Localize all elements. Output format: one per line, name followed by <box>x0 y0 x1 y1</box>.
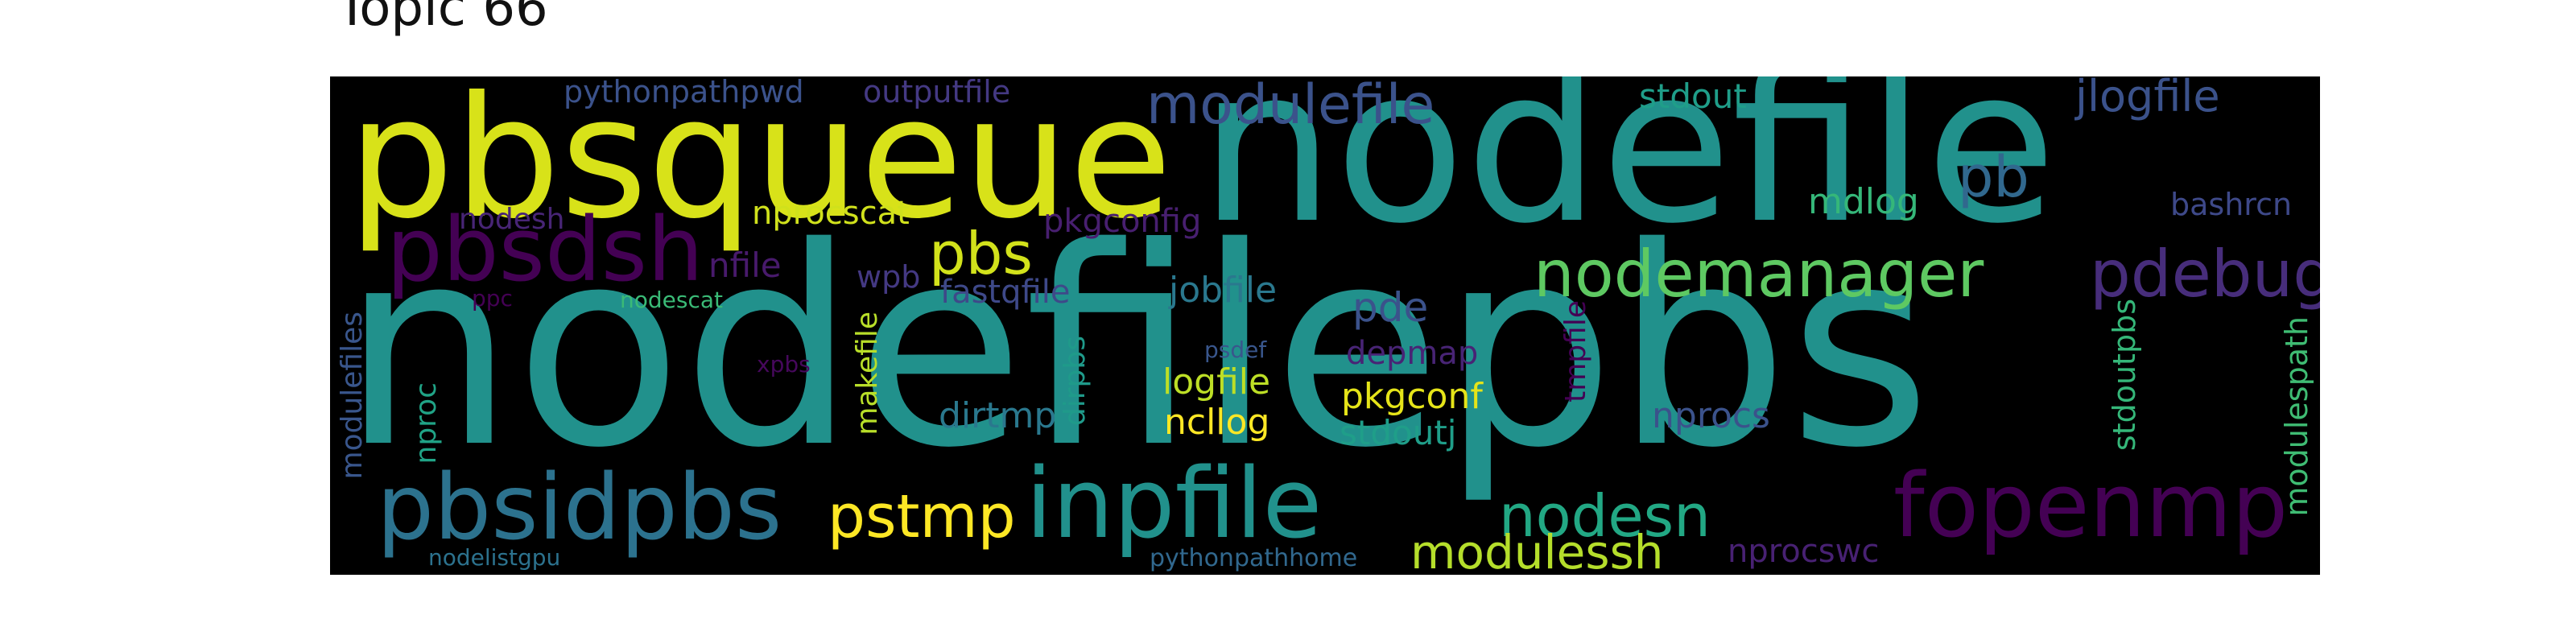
word-ppc: ppc <box>472 285 513 312</box>
word-fopenmp: fopenmp <box>1893 454 2289 557</box>
word-mdlog: mdlog <box>1808 181 1919 222</box>
word-makefile: makefile <box>851 312 884 436</box>
word-modulefile: modulefile <box>1146 76 1435 137</box>
word-nprocscat: nprocscat <box>752 195 910 232</box>
word-nodemanager: nodemanager <box>1534 237 1984 312</box>
word-pb: pb <box>1958 144 2029 210</box>
word-dirpbs: dirpbs <box>1059 336 1092 427</box>
word-nodesh: nodesh <box>459 203 565 236</box>
word-bashrcn: bashrcn <box>2170 187 2293 222</box>
word-pkgconfig: pkgconfig <box>1043 203 1202 240</box>
word-wpb: wpb <box>857 259 921 295</box>
word-pbsqueue: pbsqueue <box>348 76 1173 256</box>
word-pdebug: pdebug <box>2090 237 2320 312</box>
word-nodescat: nodescat <box>620 287 723 313</box>
word-outputfile: outputfile <box>863 76 1011 109</box>
word-ncllog: ncllog <box>1164 402 1270 443</box>
word-pbsidpbs: pbsidpbs <box>377 456 782 560</box>
word-jlogfile: jlogfile <box>2075 76 2220 122</box>
word-pythonpathhome: pythonpathhome <box>1150 544 1358 572</box>
word-logfile: logfile <box>1162 361 1271 402</box>
word-pbs: pbs <box>929 220 1033 287</box>
word-nfile: nfile <box>708 246 782 285</box>
word-nprocs: nprocs <box>1652 395 1770 436</box>
word-pbsdsh: pbsdsh <box>386 198 704 301</box>
word-pythonpathpwd: pythonpathpwd <box>564 76 804 109</box>
word-pde: pde <box>1352 284 1429 331</box>
word-nodefilepbs: nodefilepbs <box>341 189 1932 508</box>
word-nprocswc: nprocswc <box>1728 533 1880 570</box>
word-nodelistgpu: nodelistgpu <box>428 544 561 571</box>
word-modulefiles: modulefiles <box>336 312 369 480</box>
word-dirtmp: dirtmp <box>939 395 1057 436</box>
word-inpfile: inpfile <box>1026 448 1323 560</box>
word-modulespath: modulespath <box>2279 316 2314 517</box>
word-depmap: depmap <box>1346 335 1479 372</box>
word-modulessh: modulessh <box>1410 525 1664 575</box>
word-cloud: nodefilepbs nodefile pbsqueue pbsdsh pbs… <box>330 76 2320 575</box>
word-nodefile: nodefile <box>1199 76 2057 270</box>
word-tmpfile: tmpfile <box>1559 300 1592 402</box>
word-jobfile: jobfile <box>1169 270 1278 311</box>
word-stdout: stdout <box>1639 76 1747 116</box>
word-stdoutpbs: stdoutpbs <box>2107 299 2142 452</box>
word-fastqfile: fastqfile <box>940 274 1071 311</box>
word-nodesn: nodesn <box>1499 482 1711 550</box>
word-xpbs: xpbs <box>757 351 811 378</box>
word-psdef: psdef <box>1204 336 1267 363</box>
word-nproc: nproc <box>410 382 443 464</box>
word-pkgconf: pkgconf <box>1341 376 1483 417</box>
word-pstmp: pstmp <box>828 482 1016 551</box>
word-stdoutj: stdoutj <box>1340 413 1457 452</box>
figure-title: Topic 66 <box>336 0 548 38</box>
